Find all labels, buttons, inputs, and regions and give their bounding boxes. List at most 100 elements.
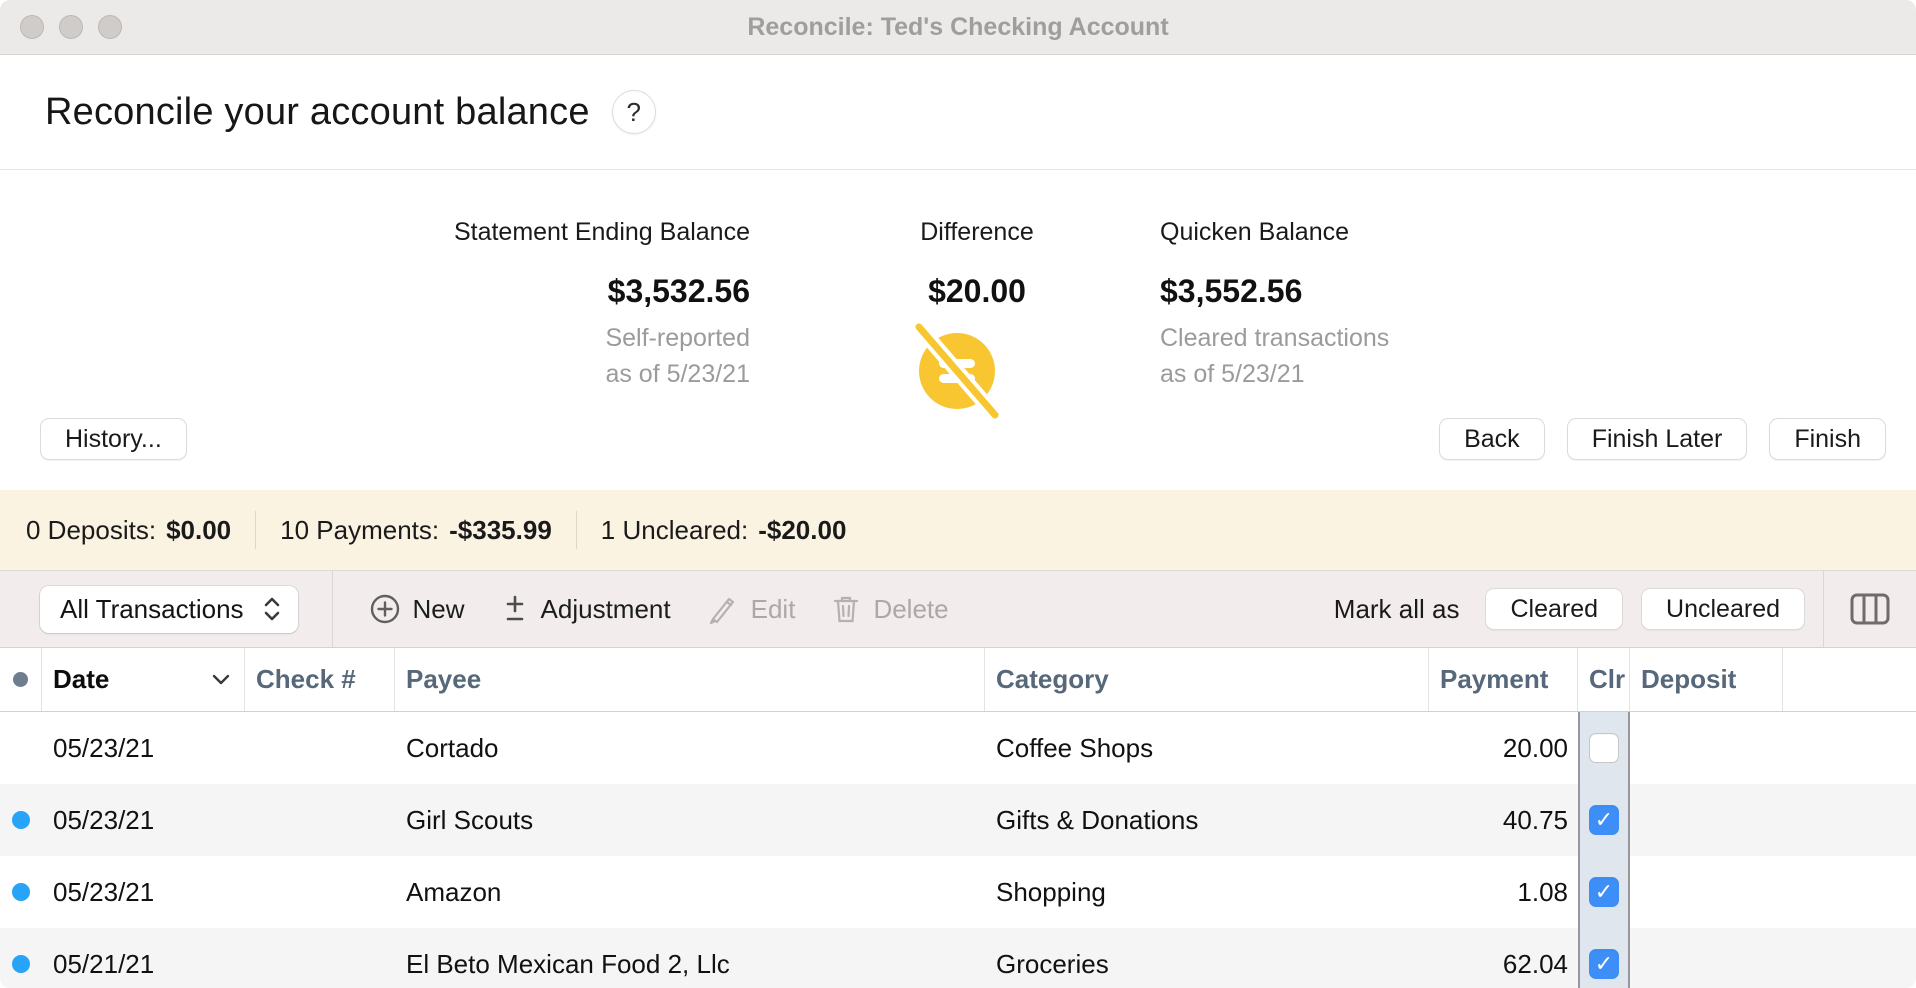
quicken-balance-sub2: as of 5/23/21 xyxy=(1160,360,1305,388)
clr-checkbox[interactable] xyxy=(1589,949,1619,979)
table-row[interactable]: 05/23/21 Amazon Shopping 1.08 xyxy=(0,856,1916,928)
mark-all-as-label: Mark all as xyxy=(1333,593,1460,624)
transaction-filter-select[interactable]: All Transactions xyxy=(40,585,298,633)
row-filler xyxy=(1783,712,1916,784)
toolbar-divider xyxy=(331,570,333,648)
finish-button[interactable]: Finish xyxy=(1769,418,1886,460)
row-deposit xyxy=(1630,856,1783,928)
row-status-cell xyxy=(0,856,42,928)
not-equal-icon xyxy=(902,316,1052,426)
row-payment: 40.75 xyxy=(1502,804,1568,835)
row-status-dot xyxy=(12,955,30,973)
column-header-category[interactable]: Category xyxy=(985,648,1429,711)
row-check xyxy=(245,928,395,988)
uncleared-value: -$20.00 xyxy=(758,514,847,545)
columns-icon xyxy=(1848,591,1892,627)
row-payment: 20.00 xyxy=(1502,732,1568,763)
column-header-payee[interactable]: Payee xyxy=(395,648,985,711)
quicken-balance-label: Quicken Balance xyxy=(1160,218,1350,246)
row-date: 05/21/21 xyxy=(53,948,155,979)
row-filler xyxy=(1783,928,1916,988)
toolbar-divider xyxy=(1823,570,1824,648)
quicken-balance-sub1: Cleared transactions xyxy=(1160,324,1390,352)
row-payment: 1.08 xyxy=(1517,876,1568,907)
column-header-payment[interactable]: Payment xyxy=(1429,648,1578,711)
wizard-actions: Back Finish Later Finish xyxy=(1439,418,1886,460)
history-button[interactable]: History... xyxy=(40,418,187,460)
table-row[interactable]: 05/21/21 El Beto Mexican Food 2, Llc Gro… xyxy=(0,928,1916,988)
date-header-label: Date xyxy=(53,664,110,694)
clr-checkbox[interactable] xyxy=(1589,733,1619,763)
row-clr-cell xyxy=(1578,928,1630,988)
column-header-clr[interactable]: Clr xyxy=(1578,648,1630,711)
table-row[interactable]: 05/23/21 Girl Scouts Gifts & Donations 4… xyxy=(0,784,1916,856)
new-transaction-button[interactable]: New xyxy=(369,593,465,625)
table-body: 05/23/21 Cortado Coffee Shops 20.00 05/2… xyxy=(0,712,1916,988)
row-payee: El Beto Mexican Food 2, Llc xyxy=(406,948,730,979)
row-clr-cell xyxy=(1578,856,1630,928)
row-deposit xyxy=(1630,928,1783,988)
finish-later-button[interactable]: Finish Later xyxy=(1566,418,1748,460)
statement-balance-block: Statement Ending Balance $3,532.56 Self-… xyxy=(454,218,750,392)
column-header-check[interactable]: Check # xyxy=(245,648,395,711)
deposits-value: $0.00 xyxy=(166,514,232,545)
page-title: Reconcile your account balance xyxy=(45,90,590,133)
clr-checkbox[interactable] xyxy=(1589,805,1619,835)
statement-balance-value: $3,532.56 xyxy=(607,273,750,309)
column-header-deposit[interactable]: Deposit xyxy=(1630,648,1783,711)
sort-chevron-down-icon xyxy=(212,674,230,685)
page-header: Reconcile your account balance ? xyxy=(0,55,1916,170)
row-date: 05/23/21 xyxy=(53,876,155,907)
payments-label: 10 Payments: xyxy=(280,514,440,545)
column-header-date[interactable]: Date xyxy=(42,648,245,711)
status-dot-icon xyxy=(13,672,28,687)
row-filler xyxy=(1783,784,1916,856)
row-status-dot xyxy=(12,883,30,901)
row-status-cell xyxy=(0,712,42,784)
difference-label: Difference xyxy=(920,218,1034,246)
row-filler xyxy=(1783,856,1916,928)
help-button[interactable]: ? xyxy=(611,90,656,134)
payments-summary: 10 Payments: -$335.99 xyxy=(280,515,552,546)
delete-label: Delete xyxy=(873,593,949,624)
mark-all-uncleared-button[interactable]: Uncleared xyxy=(1641,588,1805,630)
uncleared-summary: 1 Uncleared: -$20.00 xyxy=(601,515,847,546)
row-deposit xyxy=(1630,712,1783,784)
column-header-filler xyxy=(1783,648,1916,711)
difference-block: Difference $20.00 xyxy=(902,218,1052,426)
row-category: Gifts & Donations xyxy=(996,804,1199,835)
row-date: 05/23/21 xyxy=(53,804,155,835)
question-mark-icon: ? xyxy=(626,96,641,127)
zoom-window-button[interactable] xyxy=(98,15,122,39)
row-payee: Girl Scouts xyxy=(406,804,534,835)
edit-label: Edit xyxy=(750,593,796,624)
column-header-status[interactable] xyxy=(0,648,42,711)
payments-value: -$335.99 xyxy=(449,514,552,545)
adjustment-button[interactable]: Adjustment xyxy=(501,593,671,625)
row-clr-cell xyxy=(1578,712,1630,784)
delete-button[interactable]: Delete xyxy=(831,593,949,625)
window-controls xyxy=(20,15,122,39)
deposits-summary: 0 Deposits: $0.00 xyxy=(26,515,231,546)
new-label: New xyxy=(412,593,465,624)
row-payee: Cortado xyxy=(406,732,499,763)
chevron-up-down-icon xyxy=(262,596,282,622)
back-button[interactable]: Back xyxy=(1439,418,1545,460)
edit-button[interactable]: Edit xyxy=(707,593,796,625)
adjustment-label: Adjustment xyxy=(540,593,671,624)
mark-all-cleared-button[interactable]: Cleared xyxy=(1485,588,1624,630)
trash-icon xyxy=(831,593,861,625)
transaction-filter-value: All Transactions xyxy=(60,593,244,624)
clr-checkbox[interactable] xyxy=(1589,877,1619,907)
row-status-cell xyxy=(0,928,42,988)
row-check xyxy=(245,856,395,928)
minimize-window-button[interactable] xyxy=(59,15,83,39)
quicken-balance-value: $3,552.56 xyxy=(1160,273,1303,309)
deposits-label: 0 Deposits: xyxy=(26,514,157,545)
close-window-button[interactable] xyxy=(20,15,44,39)
row-status-dot xyxy=(12,811,30,829)
table-row[interactable]: 05/23/21 Cortado Coffee Shops 20.00 xyxy=(0,712,1916,784)
uncleared-label: 1 Uncleared: xyxy=(600,514,749,545)
columns-button[interactable] xyxy=(1848,591,1892,627)
